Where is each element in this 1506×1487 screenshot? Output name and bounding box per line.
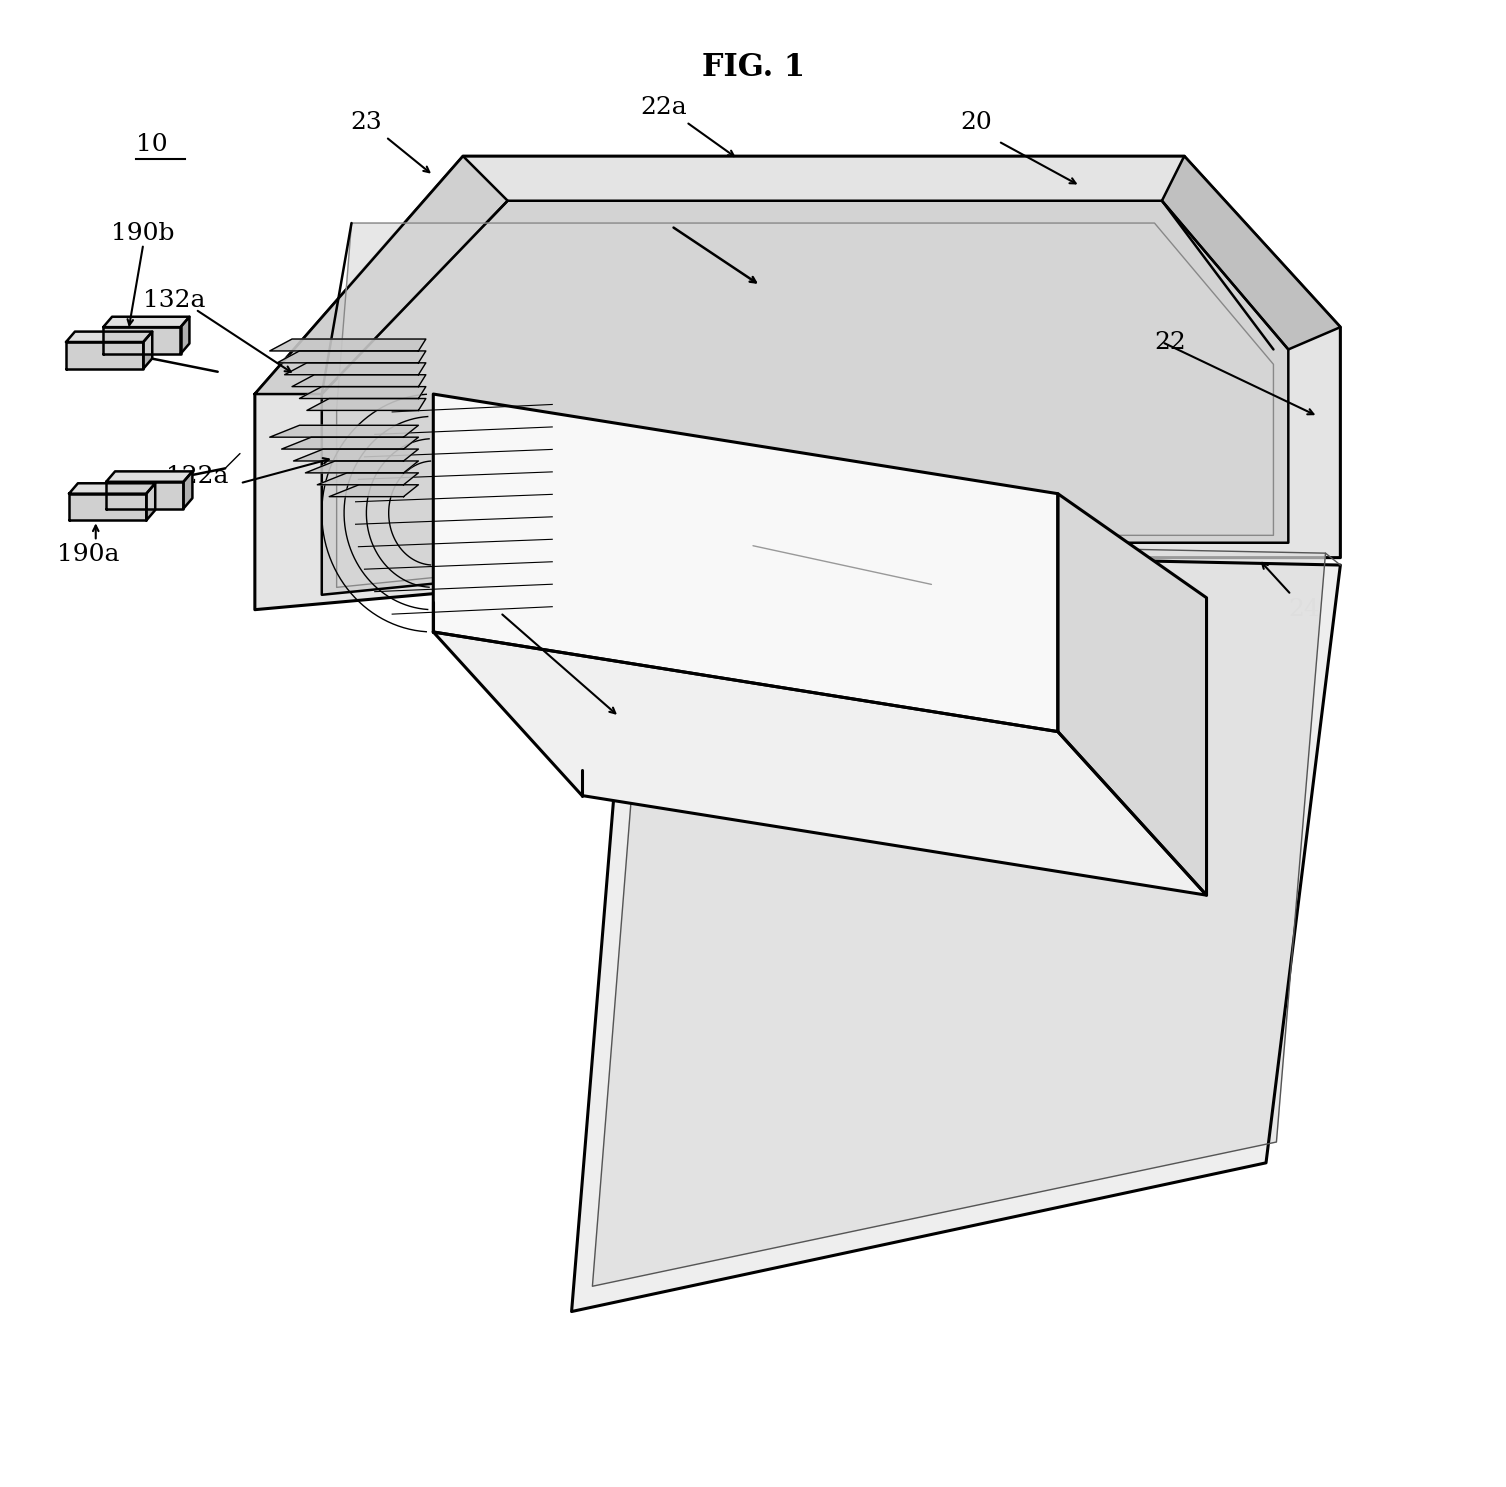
Polygon shape: [146, 483, 155, 520]
Polygon shape: [294, 449, 419, 461]
Polygon shape: [184, 471, 193, 509]
Polygon shape: [337, 223, 1274, 587]
Text: 24: 24: [1288, 598, 1321, 620]
Polygon shape: [255, 156, 508, 394]
Polygon shape: [69, 494, 146, 520]
Polygon shape: [318, 473, 419, 485]
Polygon shape: [104, 317, 190, 327]
Polygon shape: [255, 156, 1340, 610]
Polygon shape: [282, 437, 419, 449]
Polygon shape: [434, 394, 1057, 732]
Polygon shape: [143, 332, 152, 369]
Polygon shape: [104, 327, 181, 354]
Text: 190b: 190b: [110, 223, 175, 245]
Polygon shape: [307, 399, 426, 410]
Text: 20: 20: [961, 112, 992, 134]
Text: 190a: 190a: [57, 543, 119, 565]
Polygon shape: [292, 375, 426, 387]
Polygon shape: [434, 632, 1206, 895]
Polygon shape: [277, 351, 426, 363]
Text: FIG. 1: FIG. 1: [702, 52, 804, 83]
Polygon shape: [105, 482, 184, 509]
Text: 22: 22: [1155, 330, 1187, 354]
Polygon shape: [66, 342, 143, 369]
Polygon shape: [69, 483, 155, 494]
Polygon shape: [270, 339, 426, 351]
Text: 122a: 122a: [166, 465, 227, 488]
Polygon shape: [330, 485, 419, 497]
Text: 132a: 132a: [143, 290, 206, 312]
Polygon shape: [1163, 156, 1340, 349]
Polygon shape: [1057, 494, 1206, 895]
Polygon shape: [322, 201, 1288, 595]
Text: 100: 100: [449, 587, 495, 610]
Polygon shape: [105, 471, 193, 482]
Text: 23: 23: [351, 112, 383, 134]
Polygon shape: [285, 363, 426, 375]
Polygon shape: [300, 387, 426, 399]
Polygon shape: [270, 425, 419, 437]
Polygon shape: [306, 461, 419, 473]
Polygon shape: [66, 332, 152, 342]
Text: 10: 10: [136, 134, 167, 156]
Polygon shape: [572, 550, 1340, 1312]
Text: 22a: 22a: [640, 97, 687, 119]
Polygon shape: [592, 540, 1325, 1286]
Polygon shape: [181, 317, 190, 354]
